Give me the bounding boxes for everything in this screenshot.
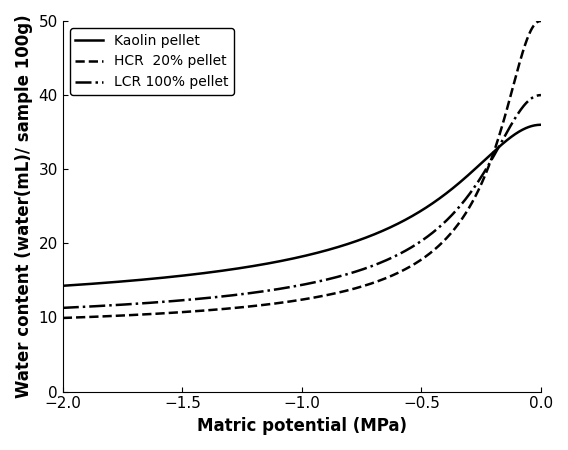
Line: Kaolin pellet: Kaolin pellet [63,125,541,286]
LCR 100% pellet [270,287,277,292]
HCR  20% pellet [537,18,544,24]
Kaolin pellet [388,224,395,230]
Y-axis label: Water content (water(mL)/ sample 100g): Water content (water(mL)/ sample 100g) [15,14,33,398]
LCR 100% pellet [253,290,260,295]
Kaolin pellet [537,122,544,127]
LCR 100% pellet [432,228,439,233]
Kaolin pellet [253,263,260,268]
HCR  20% pellet [441,238,448,243]
Kaolin pellet [60,283,66,288]
Kaolin pellet [432,198,439,204]
Kaolin pellet [108,279,115,285]
Kaolin pellet [441,192,448,198]
HCR  20% pellet [270,301,277,306]
LCR 100% pellet [441,220,448,225]
LCR 100% pellet [537,92,544,98]
HCR  20% pellet [108,313,115,319]
LCR 100% pellet [388,255,395,261]
Legend: Kaolin pellet, HCR  20% pellet, LCR 100% pellet: Kaolin pellet, HCR 20% pellet, LCR 100% … [70,28,234,95]
LCR 100% pellet [108,302,115,308]
Line: LCR 100% pellet: LCR 100% pellet [63,95,541,308]
Line: HCR  20% pellet: HCR 20% pellet [63,21,541,318]
HCR  20% pellet [388,273,395,279]
HCR  20% pellet [253,303,260,308]
HCR  20% pellet [60,315,66,321]
Kaolin pellet [270,260,277,265]
LCR 100% pellet [60,305,66,310]
HCR  20% pellet [432,246,439,251]
X-axis label: Matric potential (MPa): Matric potential (MPa) [197,417,407,435]
